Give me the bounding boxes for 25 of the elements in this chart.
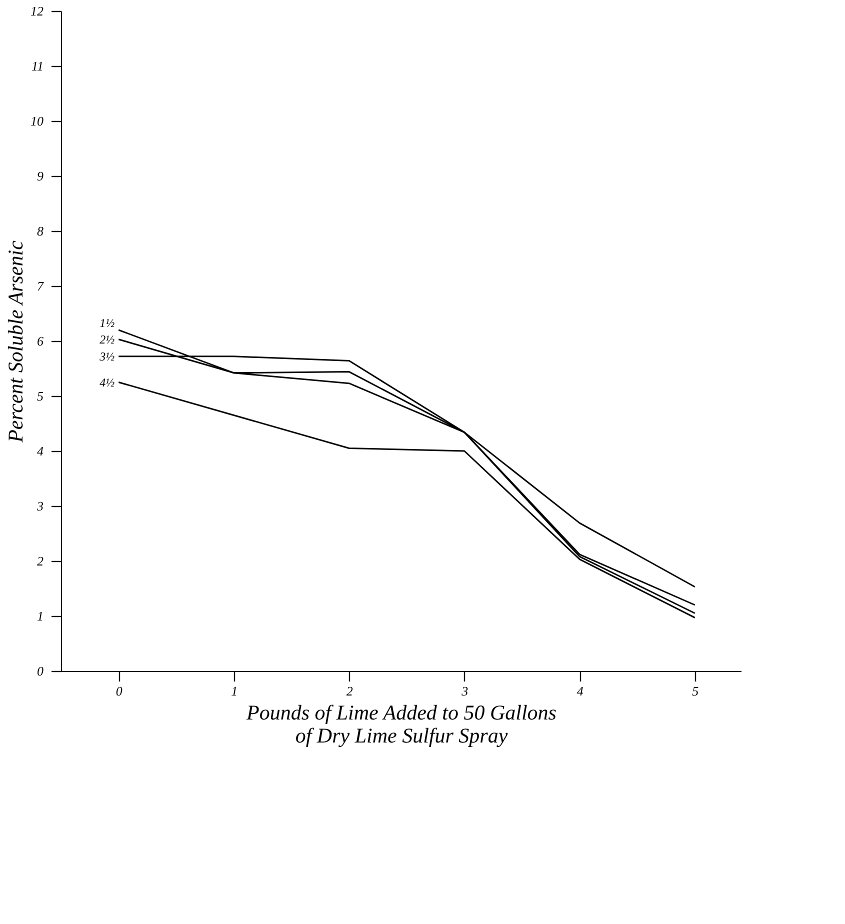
- y-tick-label: 5: [37, 388, 44, 404]
- y-tick-label: 9: [37, 168, 44, 184]
- y-tick-label: 2: [37, 554, 44, 568]
- y-tick-label: 11: [31, 58, 44, 74]
- x-axis-title: Pounds of Lime Added to 50 Gallons of Dry Lime Sulfur Spray: [246, 700, 556, 748]
- x-tick-label: 2: [346, 684, 354, 698]
- series-label: 4½: [100, 375, 115, 390]
- y-tick-label: 4: [37, 444, 44, 458]
- y-tick-label: 8: [37, 224, 44, 238]
- x-tick-label: 1: [231, 684, 238, 698]
- y-tick-label: 7: [37, 278, 44, 294]
- y-tick-label: 3: [36, 498, 44, 514]
- x-tick-label: 5: [692, 684, 700, 698]
- series-label: 3½: [98, 349, 115, 364]
- y-tick-label: 12: [30, 4, 44, 18]
- series-label: 1½: [100, 316, 115, 330]
- y-axis-title: Percent Soluble Arsenic: [4, 240, 28, 444]
- series-label: 2½: [100, 332, 115, 346]
- x-tick-label: 0: [116, 684, 123, 698]
- x-tick-label: 4: [576, 684, 584, 698]
- x-tick-label: 3: [460, 684, 469, 698]
- y-tick-label: 10: [30, 114, 44, 128]
- y-tick-label: 0: [37, 664, 44, 678]
- y-tick-label: 6: [37, 334, 44, 348]
- y-tick-label: 1: [37, 608, 44, 624]
